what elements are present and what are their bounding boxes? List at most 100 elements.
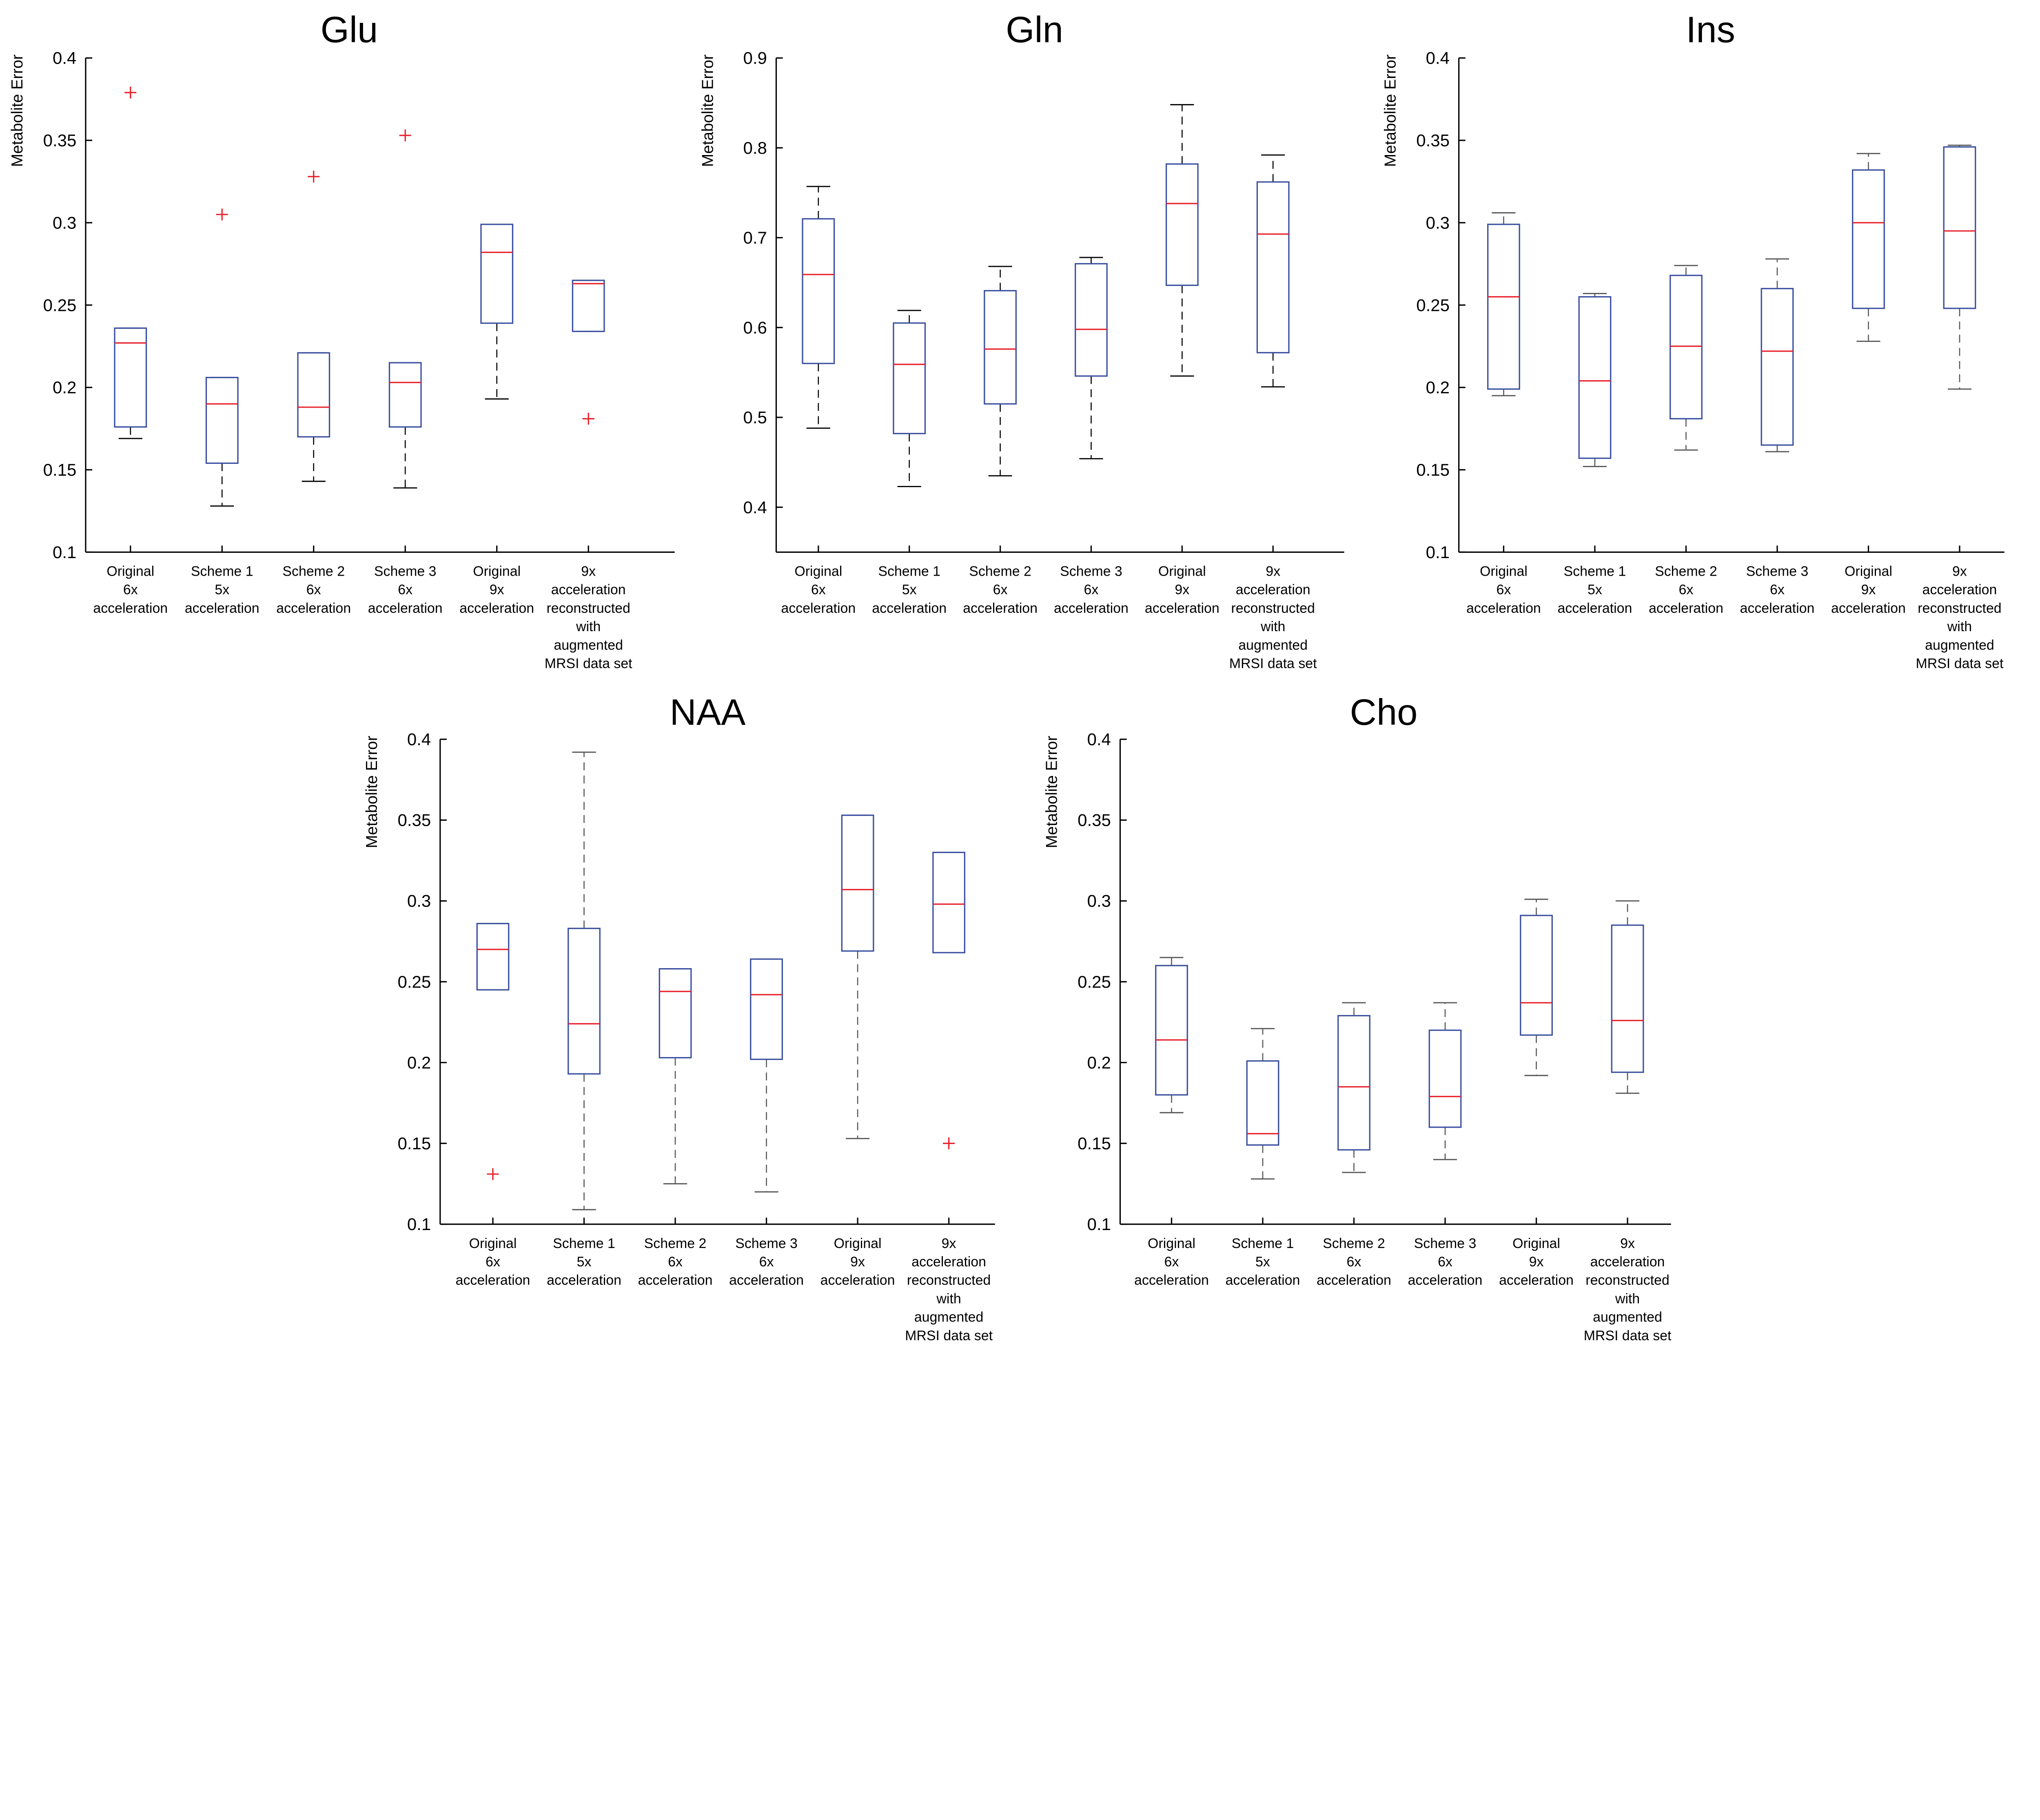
box-iqr	[1578, 296, 1612, 459]
x-tick-label: Scheme 3 6x acceleration	[1408, 1236, 1483, 1288]
x-tick-label-line: Scheme 2	[1323, 1236, 1385, 1251]
box-iqr	[1852, 169, 1885, 309]
x-tick-label: Original 9x acceleration	[1145, 563, 1220, 616]
x-tick-label-line: acceleration	[1649, 601, 1723, 616]
x-tick-label: Scheme 2 6x acceleration	[276, 563, 351, 616]
y-tick-label: 0.35	[43, 131, 77, 150]
box-iqr	[1611, 924, 1644, 1073]
x-tick-label-line: Scheme 1	[878, 563, 940, 579]
chart-ins: Ins Metabolite Error 0.1 0.15 0.2 0.25 0.3 0.35…	[1382, 9, 2005, 672]
box-iqr	[297, 352, 330, 438]
x-tick-label: 9x acceleration reconstructed with augmented…	[1584, 1236, 1672, 1343]
x-tick-label-line: 5x	[1588, 582, 1602, 598]
box-iqr	[480, 224, 514, 324]
x-tick-label-line: Scheme 2	[969, 563, 1031, 579]
x-tick-label-line: with	[936, 1291, 961, 1306]
box-iqr	[841, 814, 874, 952]
y-tick-label: 0.4	[743, 498, 767, 517]
x-tick-label-line: 5x	[215, 582, 229, 598]
y-axis-label: Metabolite Error	[1043, 736, 1060, 848]
x-tick-label-line: Original	[1148, 1236, 1195, 1251]
outlier-marker	[582, 412, 594, 425]
x-tick-label-line: acceleration	[456, 1272, 530, 1288]
x-tick-label-line: acceleration	[1590, 1254, 1665, 1270]
box-iqr	[1246, 1060, 1279, 1146]
y-tick-label: 0.2	[407, 1053, 431, 1072]
x-tick-label-line: 6x	[993, 582, 1008, 598]
x-tick-label: 9x acceleration reconstructed with augmented…	[545, 563, 632, 671]
x-tick-label-line: acceleration	[820, 1272, 895, 1288]
chart-naa: NAA Metabolite Error 0.1 0.15 0.2 0.25 0.3 0.35…	[363, 692, 995, 1343]
x-tick-label-line: reconstructed	[1918, 601, 2001, 616]
x-tick-label-line: 6x	[306, 582, 321, 598]
x-tick-label-line: reconstructed	[1585, 1272, 1669, 1288]
x-tick-label-line: acceleration	[911, 1254, 986, 1270]
x-tick-label: Original 9x acceleration	[820, 1236, 895, 1288]
x-tick-label-line: with	[576, 619, 601, 634]
x-tick-label-line: Original	[1845, 563, 1892, 579]
box-iqr	[1487, 224, 1520, 390]
y-tick-label: 0.35	[1416, 131, 1450, 150]
box-iqr	[205, 377, 239, 464]
x-tick-label-line: MRSI data set	[1916, 656, 2004, 672]
x-tick-label: 9x acceleration reconstructed with augmented…	[905, 1236, 993, 1343]
box-iqr	[1943, 146, 1976, 309]
x-tick-label-line: acceleration	[368, 601, 443, 616]
x-tick-label-line: acceleration	[1134, 1272, 1209, 1288]
y-tick-label: 0.2	[53, 378, 76, 397]
x-tick-label-line: augmented	[1593, 1310, 1662, 1325]
x-tick-label-line: 9x	[1529, 1254, 1544, 1270]
y-tick-label: 0.4	[1087, 730, 1111, 749]
y-tick-label: 0.4	[53, 49, 76, 68]
chart-title: NAA	[670, 692, 746, 733]
x-tick-label-line: acceleration	[551, 582, 626, 598]
x-tick-label-line: acceleration	[1740, 601, 1815, 616]
y-axis-label: Metabolite Error	[9, 54, 26, 167]
box-iqr	[568, 927, 601, 1075]
x-tick-label-line: acceleration	[1557, 601, 1632, 616]
x-tick-label-line: Original	[1512, 1236, 1560, 1251]
outlier-marker	[308, 171, 320, 183]
x-tick-label-line: Scheme 1	[1564, 563, 1626, 579]
box-iqr	[932, 851, 965, 953]
x-tick-label-line: acceleration	[1831, 601, 1906, 616]
x-tick-label-line: Scheme 3	[1746, 563, 1809, 579]
x-tick-label-line: 9x	[490, 582, 504, 598]
box-iqr	[572, 279, 605, 332]
x-tick-label-line: 6x	[1438, 1254, 1452, 1270]
x-tick-label-line: MRSI data set	[905, 1328, 993, 1343]
x-tick-label: 9x acceleration reconstructed with augmented…	[1916, 563, 2004, 671]
box-iqr	[1670, 275, 1703, 419]
x-tick-label-line: Scheme 2	[282, 563, 345, 579]
x-tick-label: Original 6x acceleration	[456, 1236, 530, 1288]
x-tick-label-line: 5x	[577, 1254, 592, 1270]
x-tick-label-line: acceleration	[781, 601, 856, 616]
x-tick-label-line: augmented	[1925, 637, 1994, 653]
x-tick-label: Scheme 1 5x acceleration	[872, 563, 947, 616]
x-tick-label-line: Scheme 3	[374, 563, 437, 579]
box-iqr	[1155, 965, 1188, 1096]
x-tick-label: Scheme 1 5x acceleration	[1226, 1236, 1300, 1288]
x-tick-label-line: 9x	[942, 1236, 956, 1251]
x-tick-label-line: augmented	[554, 637, 623, 653]
x-tick-label: Scheme 1 5x acceleration	[1557, 563, 1632, 616]
x-tick-label: Scheme 3 6x acceleration	[729, 1236, 804, 1288]
y-axis-label: Metabolite Error	[1382, 54, 1399, 167]
x-tick-label-line: reconstructed	[1231, 601, 1315, 616]
x-tick-label-line: acceleration	[1054, 601, 1129, 616]
x-tick-label-line: 9x	[1175, 582, 1189, 598]
x-tick-label-line: Scheme 3	[735, 1236, 798, 1251]
outlier-marker	[216, 208, 228, 221]
box-iqr	[659, 968, 692, 1059]
x-tick-label-line: Original	[834, 1236, 882, 1251]
outlier-marker	[124, 86, 137, 99]
y-tick-label: 0.15	[43, 460, 77, 479]
box-iqr	[893, 322, 926, 434]
y-tick-label: 0.15	[1078, 1134, 1111, 1153]
y-tick-label: 0.2	[1426, 378, 1450, 397]
y-tick-label: 0.7	[743, 228, 767, 247]
box-iqr	[984, 290, 1017, 405]
x-tick-label-line: 5x	[1255, 1254, 1270, 1270]
y-tick-label: 0.25	[43, 295, 77, 315]
x-tick-label-line: 6x	[811, 582, 826, 598]
